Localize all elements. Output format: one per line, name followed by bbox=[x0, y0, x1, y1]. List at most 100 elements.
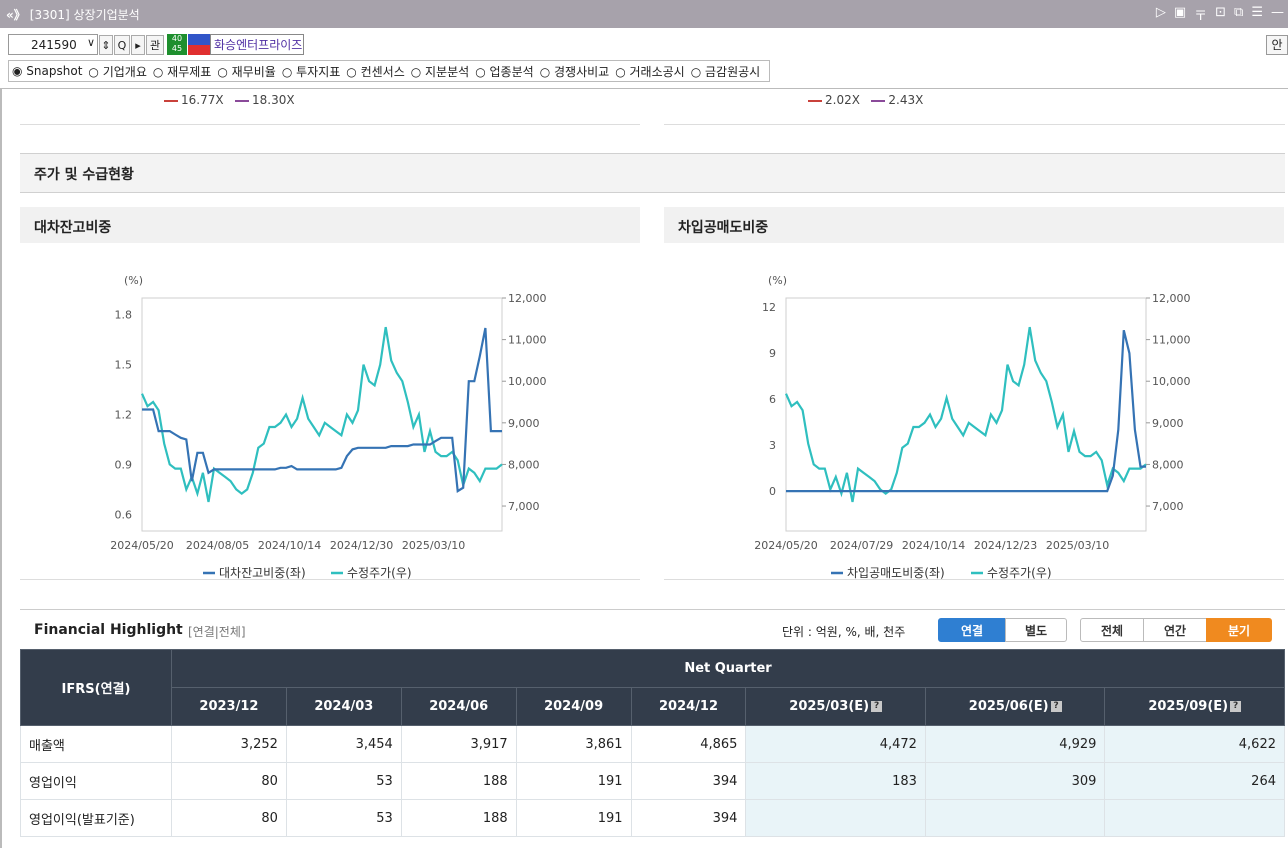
quarter-button[interactable]: 분기 bbox=[1206, 618, 1272, 642]
y-left-tick: 0.6 bbox=[115, 508, 133, 521]
y-left-tick: 6 bbox=[769, 393, 776, 406]
separate-button[interactable]: 별도 bbox=[1005, 618, 1067, 642]
radio-label: 지분분석 bbox=[425, 64, 470, 79]
y-left-tick: 12 bbox=[762, 301, 776, 314]
radio-label: 컨센서스 bbox=[360, 64, 405, 79]
x-tick: 2025/03/10 bbox=[402, 539, 465, 552]
radio-label: 투자지표 bbox=[296, 64, 341, 79]
per-value-2: 18.30X bbox=[252, 93, 295, 107]
radio-label: 금감원공시 bbox=[704, 64, 761, 79]
content-area: 16.77X 18.30X 2.02X 2.43X 주가 및 수급현황 대차잔고… bbox=[0, 88, 1288, 848]
table-cell: 80 bbox=[171, 799, 287, 837]
radio-icon[interactable]: ○ bbox=[615, 64, 630, 79]
table-cell: 4,929 bbox=[924, 725, 1106, 763]
radio-icon[interactable]: ○ bbox=[410, 64, 426, 79]
column-header: 2024/12 bbox=[630, 687, 747, 726]
stock-code-input[interactable]: 241590 ∨ bbox=[8, 34, 98, 55]
y-right-tick: 12,000 bbox=[508, 292, 547, 305]
radio-label: 거래소공시 bbox=[629, 64, 685, 79]
group-header-cell: Net Quarter bbox=[171, 649, 1285, 688]
right-side-button[interactable]: 안 bbox=[1266, 35, 1288, 55]
x-tick: 2025/03/10 bbox=[1046, 539, 1109, 552]
table-cell bbox=[745, 799, 926, 837]
radio-tab-10[interactable]: ○ 금감원공시 bbox=[691, 63, 761, 80]
financial-subtitle: [연결|전체] bbox=[188, 625, 246, 639]
column-header: 2025/03(E)? bbox=[745, 687, 926, 726]
radio-tab-3[interactable]: ○ 재무비율 bbox=[217, 63, 275, 80]
chevron-down-icon[interactable]: ∨ bbox=[86, 36, 95, 49]
table-cell bbox=[924, 799, 1106, 837]
radio-label: 경쟁사비교 bbox=[553, 64, 610, 79]
number-icon[interactable]: ⊡ bbox=[1215, 5, 1227, 20]
y-left-tick: 9 bbox=[769, 347, 776, 360]
series-line-1 bbox=[784, 326, 1147, 503]
all-button[interactable]: 전체 bbox=[1080, 618, 1144, 642]
y-left-tick: 0.9 bbox=[115, 458, 133, 471]
row-label: 매출액 bbox=[20, 725, 172, 763]
radio-tab-0[interactable]: ◉ Snapshot bbox=[12, 64, 82, 78]
table-cell: 191 bbox=[515, 762, 632, 800]
list-icon[interactable]: ☰ bbox=[1251, 5, 1263, 20]
y-right-tick: 10,000 bbox=[508, 375, 547, 388]
radio-tab-5[interactable]: ○ 컨센서스 bbox=[346, 63, 404, 80]
row-label: 영업이익 bbox=[20, 762, 172, 800]
per-legend: 16.77X 18.30X bbox=[164, 93, 295, 107]
radio-icon[interactable]: ○ bbox=[281, 64, 297, 79]
table-cell: 80 bbox=[171, 762, 287, 800]
x-tick: 2024/05/20 bbox=[110, 539, 173, 552]
radio-label: 업종분석 bbox=[489, 64, 534, 79]
y-left-tick: 1.8 bbox=[115, 309, 133, 322]
radio-tab-9[interactable]: ○ 거래소공시 bbox=[615, 63, 685, 80]
x-tick: 2024/10/14 bbox=[902, 539, 965, 552]
flag-icon bbox=[188, 34, 210, 55]
gwan-button[interactable]: 관 bbox=[146, 35, 164, 55]
table-cell: 3,252 bbox=[171, 725, 287, 763]
table-cell: 4,472 bbox=[745, 725, 926, 763]
legend-label: 수정주가(우) bbox=[987, 566, 1052, 580]
pbr-legend: 2.02X 2.43X bbox=[808, 93, 923, 107]
financial-header: Financial Highlight [연결|전체] 단위 : 억원, %, … bbox=[20, 609, 1285, 649]
radio-tab-6[interactable]: ○ 지분분석 bbox=[411, 63, 469, 80]
annual-button[interactable]: 연간 bbox=[1143, 618, 1207, 642]
column-label: 2023/12 bbox=[199, 699, 259, 714]
y-right-tick: 12,000 bbox=[1152, 292, 1191, 305]
radio-icon[interactable]: ○ bbox=[475, 64, 490, 79]
pin-icon[interactable]: 〒 bbox=[1194, 9, 1208, 24]
section-title: 주가 및 수급현황 bbox=[20, 153, 1285, 193]
radio-icon[interactable]: ○ bbox=[539, 64, 554, 79]
radio-tab-7[interactable]: ○ 업종분석 bbox=[475, 63, 533, 80]
radio-tab-4[interactable]: ○ 투자지표 bbox=[282, 63, 340, 80]
radio-tab-1[interactable]: ○ 기업개요 bbox=[88, 63, 146, 80]
radio-label: 재무비율 bbox=[231, 64, 276, 79]
y-left-tick: 1.2 bbox=[115, 409, 133, 422]
spin-icon[interactable]: ⇕ bbox=[99, 35, 113, 55]
column-label: 2025/09(E) bbox=[1148, 699, 1229, 714]
radio-selected-icon[interactable]: ◉ bbox=[12, 64, 27, 78]
app-logo-icon: «》 bbox=[6, 7, 26, 22]
radio-icon[interactable]: ○ bbox=[88, 64, 103, 79]
help-icon[interactable]: ? bbox=[1050, 701, 1062, 712]
window-icon[interactable]: ⧉ bbox=[1234, 5, 1244, 20]
radio-icon[interactable]: ○ bbox=[690, 64, 705, 79]
table-cell: 188 bbox=[400, 799, 517, 837]
play-icon[interactable]: ▸ bbox=[131, 35, 145, 55]
radio-icon[interactable]: ○ bbox=[217, 64, 232, 79]
table-cell: 191 bbox=[515, 799, 632, 837]
legend-label: 차입공매도비중(좌) bbox=[847, 566, 945, 580]
table-cell: 53 bbox=[285, 799, 402, 837]
company-name-field[interactable]: 화승엔터프라이즈 bbox=[210, 34, 304, 55]
radio-icon[interactable]: ○ bbox=[152, 64, 168, 79]
radio-tab-2[interactable]: ○ 재무제표 bbox=[153, 63, 211, 80]
minimize-icon[interactable]: — bbox=[1271, 5, 1284, 20]
radio-icon[interactable]: ○ bbox=[346, 64, 361, 79]
table-row: 영업이익 80 53 188 191 394 183 309 264 bbox=[20, 762, 1285, 800]
consolidated-button[interactable]: 연결 bbox=[938, 618, 1006, 642]
radio-tab-8[interactable]: ○ 경쟁사비교 bbox=[540, 63, 610, 80]
search-icon[interactable]: Q bbox=[114, 35, 130, 55]
stock-code-value: 241590 bbox=[31, 37, 77, 52]
screen-icon[interactable]: ▣ bbox=[1173, 5, 1187, 20]
link-icon[interactable]: ▷ bbox=[1155, 5, 1166, 20]
help-icon[interactable]: ? bbox=[871, 701, 883, 712]
y-right-tick: 9,000 bbox=[1152, 417, 1184, 430]
help-icon[interactable]: ? bbox=[1230, 701, 1242, 712]
